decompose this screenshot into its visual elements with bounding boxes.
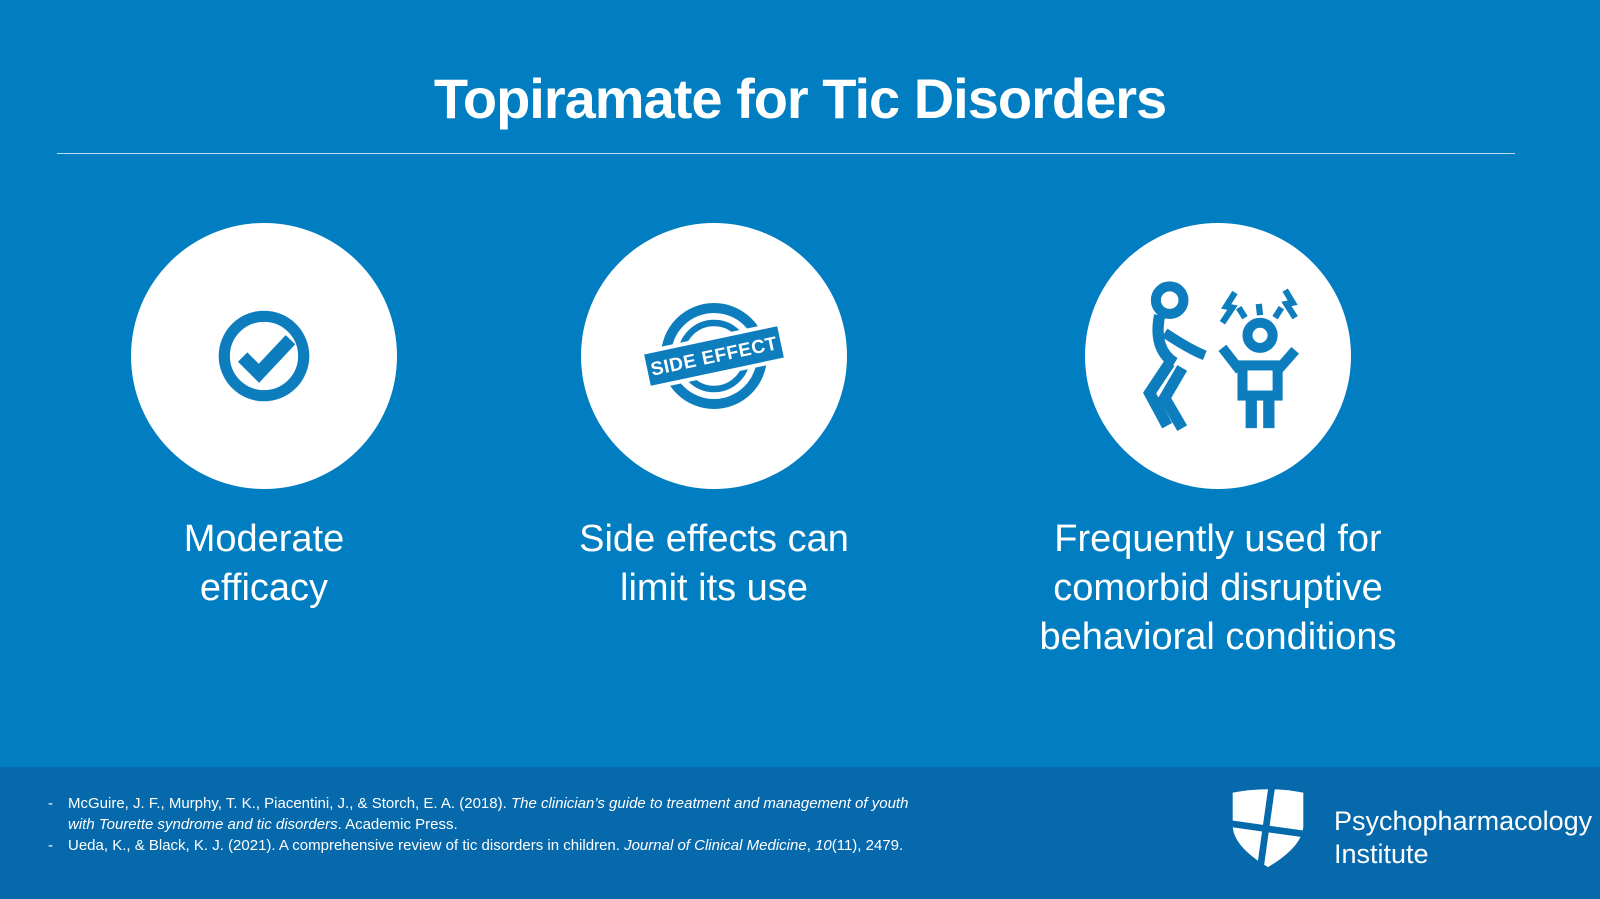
logo-text: Psychopharmacology Institute	[1334, 805, 1592, 871]
reference-item: - Ueda, K., & Black, K. J. (2021). A com…	[48, 835, 928, 856]
caption-line: Moderate	[183, 518, 345, 560]
logo-psychopharmacology-institute: Psychopharmacology Institute	[1228, 785, 1592, 871]
card-side-effects: SIDE EFFECT Side effects can limit its u…	[474, 223, 954, 613]
footer: - McGuire, J. F., Murphy, T. K., Piacent…	[0, 767, 1600, 899]
reference-dash: -	[48, 837, 53, 854]
reference-text: Ueda, K., & Black, K. J. (2021). A compr…	[68, 837, 904, 854]
caption-line: comorbid disruptive	[1053, 567, 1383, 609]
parent-child-disruptive-icon	[1143, 281, 1299, 432]
references-list: - McGuire, J. F., Murphy, T. K., Piacent…	[48, 793, 928, 856]
card-comorbid-disruptive: Frequently used for comorbid disruptive …	[978, 223, 1458, 662]
reference-item: - McGuire, J. F., Murphy, T. K., Piacent…	[48, 793, 928, 835]
shield-cross-icon	[1228, 785, 1308, 869]
caption-line: behavioral conditions	[1039, 616, 1397, 658]
card-moderate-efficacy: Moderate efficacy	[24, 223, 504, 613]
title-divider	[57, 153, 1515, 154]
card-caption: Side effects can limit its use	[474, 515, 954, 613]
caption-line: Side effects can	[579, 518, 849, 560]
side-effect-stamp-icon: SIDE EFFECT	[639, 303, 789, 409]
reference-text: McGuire, J. F., Murphy, T. K., Piacentin…	[68, 795, 909, 833]
page-title: Topiramate for Tic Disorders	[433, 67, 1167, 130]
check-circle-icon	[218, 310, 310, 402]
icon-circle: SIDE EFFECT	[581, 223, 847, 489]
caption-line: limit its use	[620, 567, 808, 609]
logo-line2: Institute	[1334, 839, 1429, 869]
icon-circle	[1085, 223, 1351, 489]
card-caption: Frequently used for comorbid disruptive …	[978, 515, 1458, 662]
logo-line1: Psychopharmacology	[1334, 806, 1593, 836]
card-caption: Moderate efficacy	[24, 515, 504, 613]
reference-dash: -	[48, 795, 53, 812]
caption-line: efficacy	[199, 567, 329, 609]
icon-circle	[131, 223, 397, 489]
caption-line: Frequently used for	[1054, 518, 1382, 560]
